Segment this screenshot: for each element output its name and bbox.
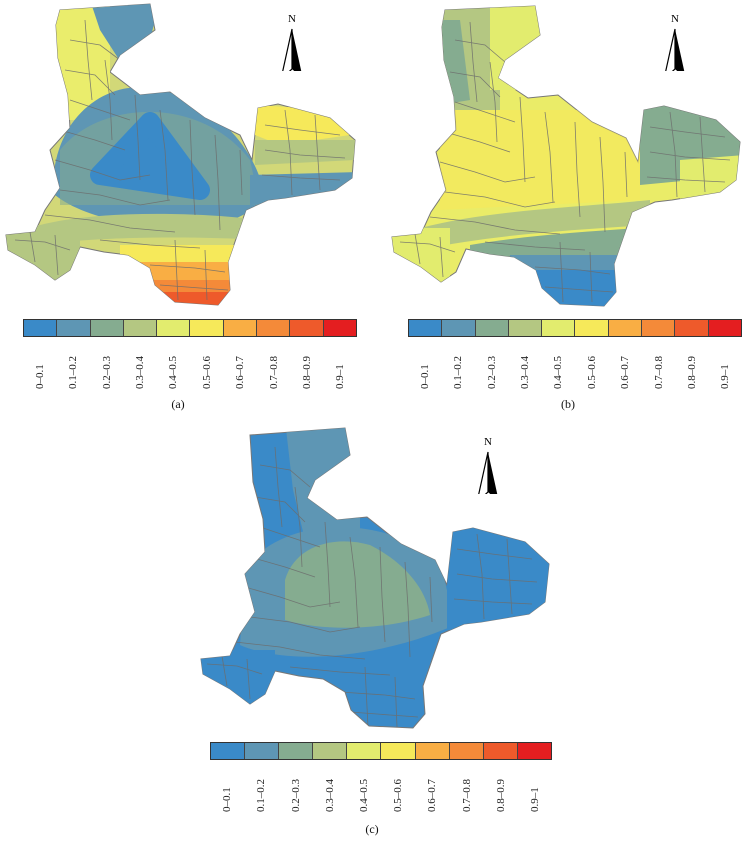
legend-label-3: 0.2–0.3 <box>289 779 302 812</box>
legend-label-2: 0.1–0.2 <box>452 356 465 389</box>
zone-a-core-blue <box>90 112 210 200</box>
legend-swatch-5 <box>347 743 382 759</box>
legend-swatch-1 <box>24 320 58 336</box>
caption-c: (c) <box>365 822 379 836</box>
legend-label-4: 0.3–0.4 <box>518 356 531 389</box>
legend-label-7: 0.6–0.7 <box>619 356 632 389</box>
legend-swatch-3 <box>90 320 124 336</box>
legend-label-5: 0.4–0.5 <box>357 779 370 812</box>
legend-swatch-1 <box>409 320 443 336</box>
legend-label-9: 0.8–0.9 <box>685 356 698 389</box>
legend-swatch-9 <box>290 320 324 336</box>
caption-a: (a) <box>171 397 185 411</box>
legend-a <box>23 319 357 337</box>
legend-swatch-8 <box>449 743 484 759</box>
legend-swatch-1 <box>211 743 246 759</box>
north-arrow-icon <box>282 28 302 71</box>
legend-c <box>210 742 552 760</box>
legend-label-8: 0.7–0.8 <box>267 356 280 389</box>
caption-b: (b) <box>561 397 575 411</box>
zone-a-south-red <box>155 292 240 305</box>
legend-label-8: 0.7–0.8 <box>652 356 665 389</box>
zone-b-south-blue <box>530 270 640 306</box>
legend-label-10: 0.9–1 <box>334 364 347 389</box>
legend-swatch-10 <box>708 320 741 336</box>
legend-swatch-4 <box>508 320 543 336</box>
legend-label-6: 0.5–0.6 <box>392 779 405 812</box>
legend-label-5: 0.4–0.5 <box>552 356 565 389</box>
legend-label-10: 0.9–1 <box>719 364 732 389</box>
legend-swatch-7 <box>415 743 450 759</box>
legend-label-6: 0.5–0.6 <box>200 356 213 389</box>
legend-label-4: 0.3–0.4 <box>323 779 336 812</box>
legend-label-3: 0.2–0.3 <box>485 356 498 389</box>
north-arrow-icon <box>478 451 498 494</box>
zone-b-middle-yellow <box>440 110 640 210</box>
zone-b-west-yellow <box>392 228 450 290</box>
legend-label-1: 0–0.1 <box>33 364 46 389</box>
legend-swatch-5 <box>157 320 191 336</box>
legend-label-9: 0.8–0.9 <box>494 779 507 812</box>
map-panel-b <box>391 5 741 307</box>
north-letter-b: N <box>671 13 679 25</box>
legend-swatch-6 <box>381 743 416 759</box>
legend-label-1: 0–0.1 <box>221 787 234 812</box>
legend-swatch-8 <box>257 320 291 336</box>
legend-swatch-3 <box>475 320 509 336</box>
legend-swatch-2 <box>245 743 280 759</box>
legend-label-2: 0.1–0.2 <box>255 779 268 812</box>
legend-label-3: 0.2–0.3 <box>100 356 113 389</box>
legend-swatch-10 <box>323 320 356 336</box>
legend-swatch-2 <box>442 320 476 336</box>
legend-swatch-4 <box>123 320 158 336</box>
north-arrow-a: N <box>277 13 307 71</box>
map-panel-c <box>200 427 550 729</box>
north-letter-c: N <box>484 436 492 448</box>
legend-swatch-4 <box>313 743 348 759</box>
zone-a-east-green <box>255 140 355 165</box>
zone-a-east-blue <box>250 172 355 205</box>
legend-label-5: 0.4–0.5 <box>167 356 180 389</box>
legend-swatch-5 <box>542 320 576 336</box>
legend-label-4: 0.3–0.4 <box>133 356 146 389</box>
zone-a-south-orange <box>140 262 240 280</box>
legend-label-7: 0.6–0.7 <box>426 779 439 812</box>
zone-b-band-bluegreen <box>470 228 640 262</box>
north-letter-a: N <box>288 13 296 25</box>
legend-label-1: 0–0.1 <box>418 364 431 389</box>
legend-labels-c: 0–0.1 0.1–0.2 0.2–0.3 0.3–0.4 0.4–0.5 0.5–0.6… <box>210 764 552 814</box>
legend-swatch-7 <box>608 320 643 336</box>
legend-swatch-6 <box>575 320 609 336</box>
legend-swatch-10 <box>517 743 551 759</box>
legend-label-7: 0.6–0.7 <box>234 356 247 389</box>
legend-label-6: 0.5–0.6 <box>585 356 598 389</box>
legend-label-10: 0.9–1 <box>528 787 541 812</box>
north-arrow-b: N <box>660 13 690 71</box>
legend-label-9: 0.8–0.9 <box>300 356 313 389</box>
county-boundaries-a <box>14 19 346 301</box>
map-panel-a <box>5 3 356 306</box>
legend-swatch-7 <box>223 320 258 336</box>
legend-b <box>408 319 742 337</box>
zone-b-band-green <box>420 200 650 250</box>
legend-label-2: 0.1–0.2 <box>67 356 80 389</box>
county-boundaries-b <box>399 21 731 303</box>
legend-labels-b: 0–0.1 0.1–0.2 0.2–0.3 0.3–0.4 0.4–0.5 0.5–0.6… <box>408 341 742 391</box>
zone-a-south-yellow <box>120 245 240 262</box>
county-boundaries-c <box>206 446 538 728</box>
zone-c-west-blue <box>201 650 275 720</box>
legend-swatch-9 <box>483 743 518 759</box>
legend-swatch-2 <box>57 320 91 336</box>
legend-swatch-8 <box>642 320 676 336</box>
north-arrow-c: N <box>473 436 503 494</box>
zone-c-core-green <box>285 541 430 628</box>
legend-swatch-3 <box>279 743 314 759</box>
north-arrow-icon <box>665 28 685 71</box>
legend-swatch-6 <box>190 320 224 336</box>
legend-swatch-9 <box>675 320 709 336</box>
legend-labels-a: 0–0.1 0.1–0.2 0.2–0.3 0.3–0.4 0.4–0.5 0.5–0.6… <box>23 341 357 391</box>
zone-c-east-blue <box>447 525 549 630</box>
legend-label-8: 0.7–0.8 <box>460 779 473 812</box>
